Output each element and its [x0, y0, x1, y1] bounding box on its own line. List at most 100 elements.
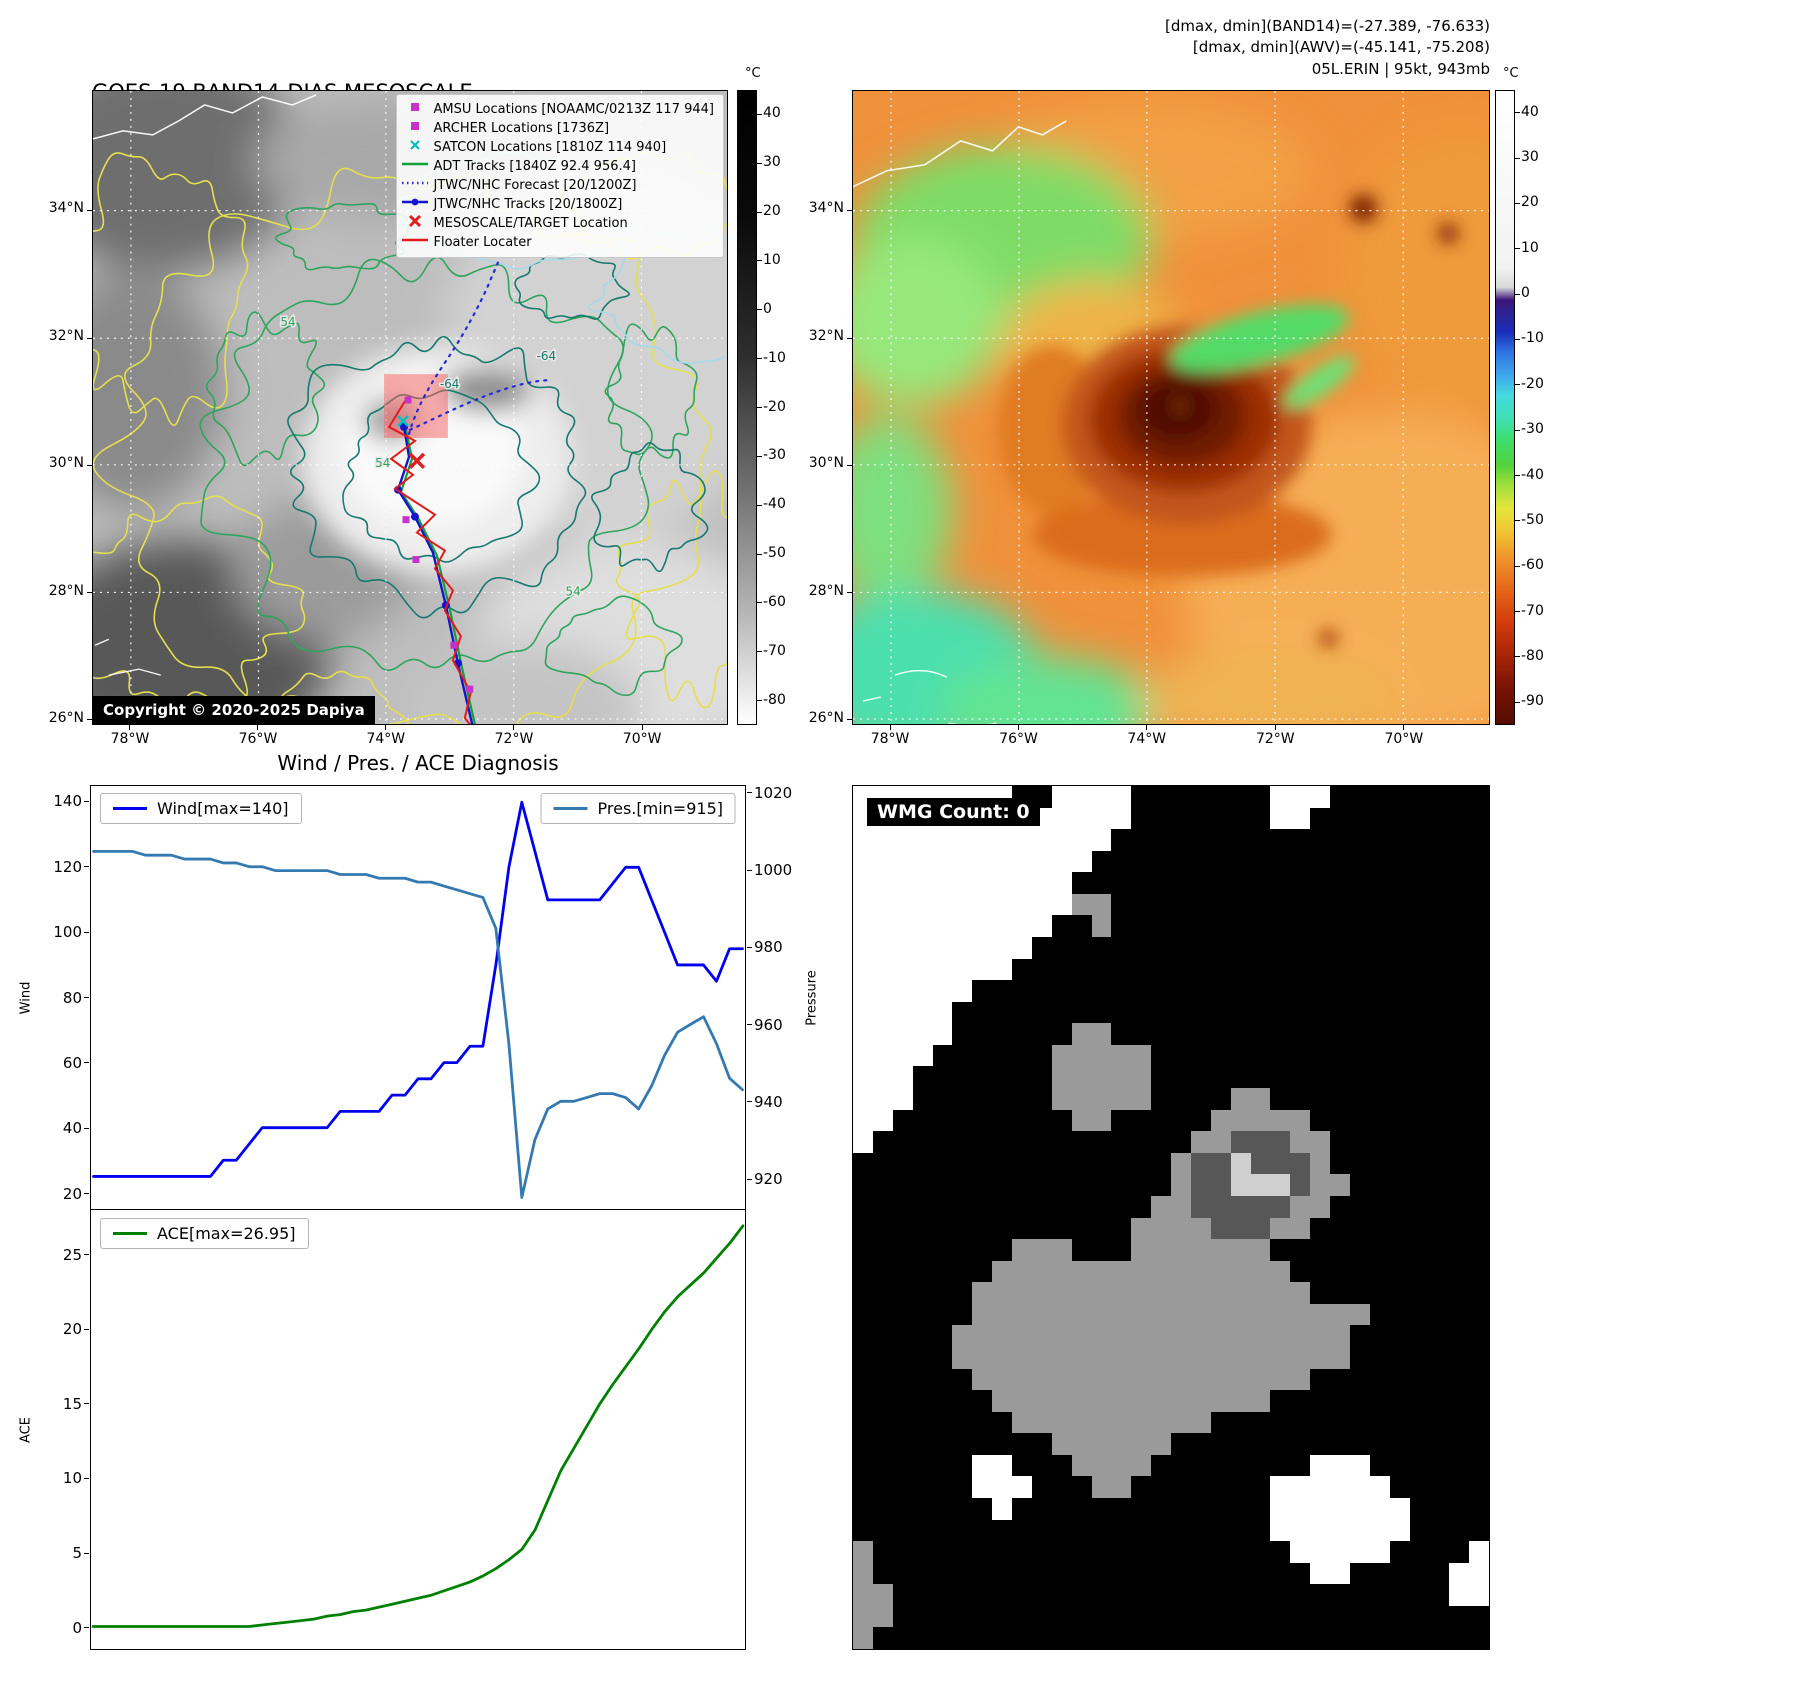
- satcon-x-marker: [397, 415, 409, 427]
- wmg-cell: [892, 1411, 913, 1434]
- wmg-cell: [1409, 1023, 1430, 1045]
- latlon-grid-lines: [853, 91, 1489, 724]
- wmg-cell: [1210, 1411, 1231, 1434]
- wmg-cell: [1250, 915, 1271, 938]
- wmg-cell: [1091, 1260, 1112, 1283]
- chart-legend: ACE[max=26.95]: [100, 1218, 309, 1249]
- wmg-cell: [1111, 1001, 1132, 1024]
- wmg-cell: [1330, 1088, 1350, 1110]
- wmg-cell: [952, 1368, 973, 1391]
- wmg-cell: [1290, 1303, 1311, 1326]
- wmg-cell: [1429, 872, 1450, 894]
- colorbar-tick-label: -50: [763, 545, 786, 562]
- wmg-cell: [1469, 915, 1489, 938]
- wmg-cell: [1051, 1088, 1072, 1110]
- wmg-cell: [1409, 1541, 1430, 1563]
- wmg-cell: [1369, 980, 1390, 1002]
- wmg-cell: [1349, 872, 1370, 894]
- wmg-cell: [1131, 1174, 1152, 1196]
- wmg-cell: [1051, 1001, 1072, 1024]
- wmg-cell: [1310, 786, 1330, 808]
- wmg-cell: [1031, 1303, 1052, 1326]
- wmg-cell: [952, 1411, 973, 1434]
- wmg-cell: [1151, 1497, 1171, 1520]
- wmg-cell: [1131, 807, 1152, 830]
- wmg-cell: [1071, 1303, 1092, 1326]
- wmg-cell: [872, 1174, 893, 1196]
- wmg-cell: [1310, 1411, 1330, 1434]
- wmg-cell: [1051, 1519, 1072, 1542]
- legend-item: JTWC/NHC Tracks [20/1800Z]: [401, 196, 714, 213]
- wmg-cell: [1151, 1454, 1171, 1477]
- wmg-cell: [1131, 1303, 1152, 1326]
- wmg-cell: [1449, 1260, 1470, 1283]
- wmg-cell: [912, 1152, 933, 1175]
- wmg-cell: [1369, 1454, 1390, 1477]
- wmg-cell: [872, 1497, 893, 1520]
- wmg-cell: [1330, 1325, 1350, 1347]
- wmg-cell: [1270, 872, 1291, 894]
- wmg-cell: [1230, 1088, 1251, 1110]
- wmg-cell: [1369, 1584, 1390, 1606]
- wmg-cell: [1151, 1433, 1171, 1455]
- wmg-cell: [1469, 1476, 1489, 1498]
- wmg-cell: [952, 1152, 973, 1175]
- wmg-cell: [1310, 1066, 1330, 1089]
- wmg-cell: [1389, 1044, 1410, 1067]
- wmg-cell: [1409, 1131, 1430, 1153]
- wmg-cell: [1091, 1023, 1112, 1045]
- wmg-cell: [912, 1109, 933, 1132]
- wmg-cell: [1091, 1562, 1112, 1585]
- wmg-cell: [1151, 1195, 1171, 1218]
- wmg-cell: [1429, 1346, 1450, 1369]
- colorbar-tick-mark: [757, 407, 762, 408]
- wmg-cell: [1051, 807, 1072, 830]
- wmg-cell: [1369, 786, 1390, 808]
- lon-label: 78°W: [870, 731, 910, 747]
- wmg-cell: [1230, 1454, 1251, 1477]
- wmg-cell: [1469, 1195, 1489, 1218]
- wmg-cell: [1349, 1390, 1370, 1412]
- wmg-cell: [1409, 1001, 1430, 1024]
- wmg-cell: [1290, 1217, 1311, 1240]
- lon-tick-mark: [889, 725, 891, 730]
- wmg-cell: [1429, 1541, 1450, 1563]
- wmg-cell: [932, 1109, 953, 1132]
- wmg-cell: [1190, 915, 1211, 938]
- colorbar-tick-mark: [1515, 429, 1520, 431]
- wmg-cell: [1230, 1519, 1251, 1542]
- wmg-cell: [912, 829, 933, 851]
- colorbar-tick-label: -40: [1521, 466, 1544, 483]
- wmg-cell: [912, 1044, 933, 1067]
- wmg-cell: [992, 1195, 1012, 1218]
- wmg-cell: [1310, 893, 1330, 916]
- wmg-cell: [853, 1239, 873, 1261]
- wmg-cell: [1012, 1303, 1032, 1326]
- wmg-cell: [1369, 1174, 1390, 1196]
- wmg-cell: [1190, 1174, 1211, 1196]
- wmg-cell: [1290, 1001, 1311, 1024]
- wmg-cell: [1111, 1411, 1132, 1434]
- wmg-cell: [1131, 1454, 1152, 1477]
- wmg-cell: [853, 1325, 873, 1347]
- wmg-cell: [1071, 1260, 1092, 1283]
- wmg-cell: [1330, 1433, 1350, 1455]
- wmg-cell: [872, 1023, 893, 1045]
- wmg-cell: [1230, 1066, 1251, 1089]
- wmg-cell: [892, 980, 913, 1002]
- wmg-cell: [952, 937, 973, 959]
- wmg-cell: [1369, 1627, 1390, 1649]
- wmg-cell: [853, 1346, 873, 1369]
- wmg-cell: [1111, 1476, 1132, 1498]
- wmg-cell: [1270, 1109, 1291, 1132]
- wmg-cell: [872, 829, 893, 851]
- wmg-cell: [872, 1195, 893, 1218]
- wmg-cell: [1171, 1605, 1191, 1628]
- wmg-cell: [1190, 1411, 1211, 1434]
- wmg-cell: [853, 872, 873, 894]
- wmg-cell: [1429, 937, 1450, 959]
- wmg-cell: [1071, 1152, 1092, 1175]
- wmg-cell: [1250, 1368, 1271, 1391]
- wmg-cell: [1250, 1109, 1271, 1132]
- wmg-cell: [853, 1433, 873, 1455]
